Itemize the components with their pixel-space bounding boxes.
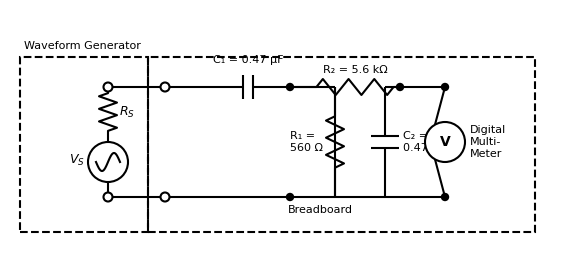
Circle shape [286,84,294,91]
Circle shape [104,193,113,202]
Circle shape [441,193,448,200]
Bar [20,57,148,232]
Circle shape [286,193,294,200]
Text: R₂ = 5.6 kΩ: R₂ = 5.6 kΩ [323,65,387,75]
Circle shape [441,84,448,91]
Text: $R_S$: $R_S$ [119,104,135,120]
Text: Digital
Multi-
Meter: Digital Multi- Meter [470,125,506,159]
Text: $V_S$: $V_S$ [69,152,85,168]
Circle shape [104,82,113,91]
Text: Waveform Generator: Waveform Generator [24,41,141,51]
Bar [148,57,535,232]
Text: V: V [440,135,451,149]
Circle shape [425,122,465,162]
Circle shape [161,82,169,91]
Text: Breadboard: Breadboard [288,205,353,215]
Circle shape [397,84,404,91]
Text: C₁ = 0.47 μF: C₁ = 0.47 μF [213,55,283,65]
Text: R₁ =
560 Ω: R₁ = 560 Ω [290,131,323,153]
Text: C₂ =
0.47 nF: C₂ = 0.47 nF [403,131,445,153]
Circle shape [161,193,169,202]
Circle shape [88,142,128,182]
